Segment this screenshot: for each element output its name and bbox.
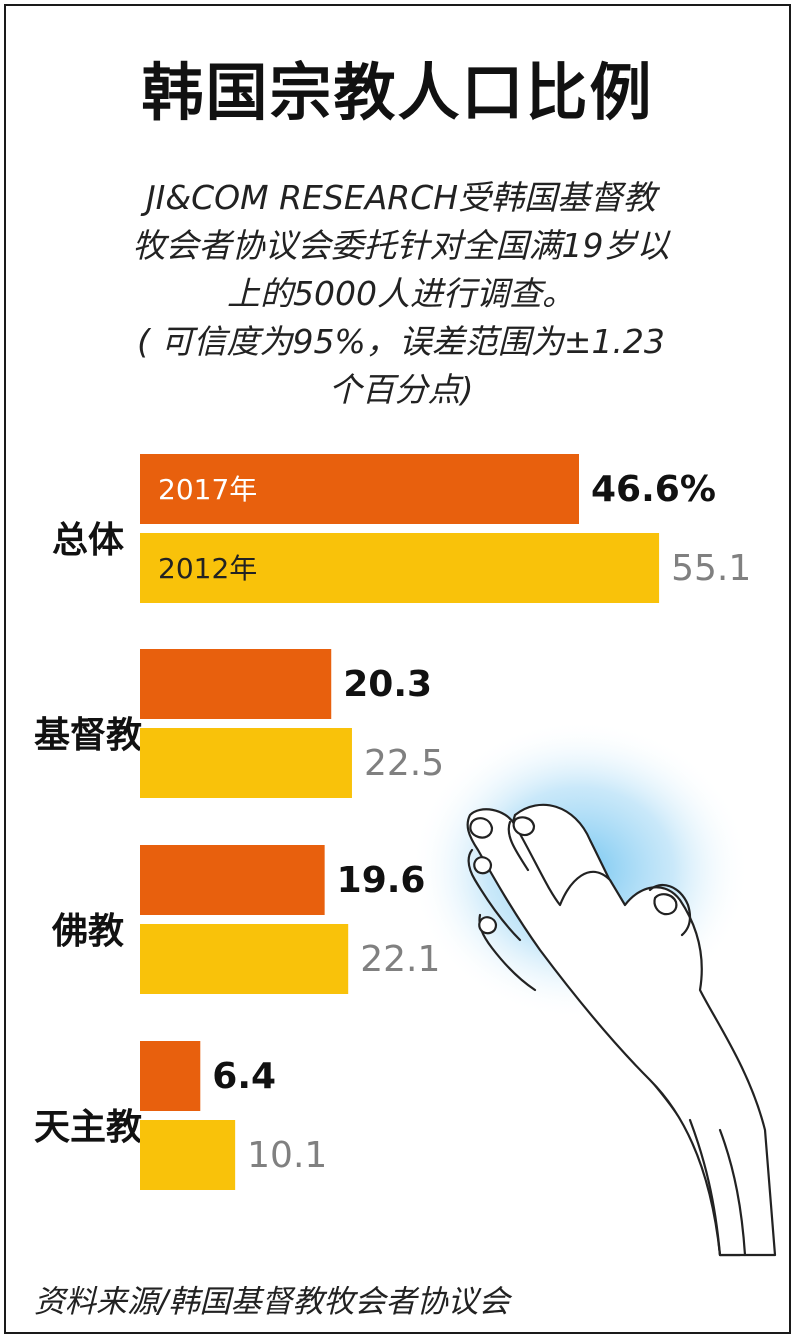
bar-2017	[140, 454, 579, 524]
data-label: 55.1	[671, 548, 751, 589]
category-label: 基督教	[34, 715, 142, 756]
hand-finger	[467, 848, 522, 942]
fingernail	[512, 816, 536, 837]
page-title: 韩国宗教人口比例	[141, 56, 654, 129]
infographic-frame: 韩国宗教人口比例 JI&COM RESEARCH受韩国基督教 牧会者协议会委托针…	[4, 4, 791, 1334]
fingernail	[473, 856, 493, 875]
bar-2012	[140, 924, 349, 994]
category-label: 总体	[52, 520, 124, 561]
fingernail	[478, 916, 498, 935]
data-label: 22.1	[360, 939, 440, 980]
source-note: 资料来源/韩国基督教牧会者协议会	[34, 1284, 510, 1320]
hand-finger	[507, 820, 530, 872]
data-label: 22.5	[364, 743, 444, 784]
bar-2012	[140, 1120, 236, 1190]
hand-crease	[688, 1118, 722, 1257]
subtitle: JI&COM RESEARCH受韩国基督教 牧会者协议会委托针对全国满19岁以 …	[86, 174, 716, 414]
subtitle-line: ( 可信度为95%，误差范围为±1.23	[137, 322, 665, 361]
hand-crease	[718, 1128, 747, 1257]
bar-2017	[140, 845, 325, 915]
data-label: 19.6	[337, 860, 426, 901]
data-label: 10.1	[247, 1135, 327, 1176]
data-label: 6.4	[212, 1056, 276, 1097]
bar-2012	[140, 728, 352, 798]
category-label: 佛教	[51, 911, 124, 952]
subtitle-line: 个百分点)	[328, 370, 474, 409]
praying-hands-illustration	[410, 720, 777, 1257]
bar-2012	[140, 533, 660, 603]
bar-2017	[140, 649, 332, 719]
subtitle-line: JI&COM RESEARCH受韩国基督教	[145, 178, 657, 217]
legend-label: 2012年	[158, 552, 257, 585]
legend-label: 2017年	[158, 473, 257, 506]
subtitle-line: 牧会者协议会委托针对全国满19岁以	[132, 226, 670, 265]
subtitle-line: 上的5000人进行调查。	[227, 274, 575, 313]
fingernail	[469, 817, 494, 839]
thumb	[648, 883, 692, 937]
data-label: 46.6%	[591, 469, 716, 510]
thumb-nail	[653, 893, 678, 916]
bar-2017	[140, 1041, 201, 1111]
category-label: 天主教	[34, 1107, 142, 1148]
data-label: 20.3	[343, 664, 432, 705]
